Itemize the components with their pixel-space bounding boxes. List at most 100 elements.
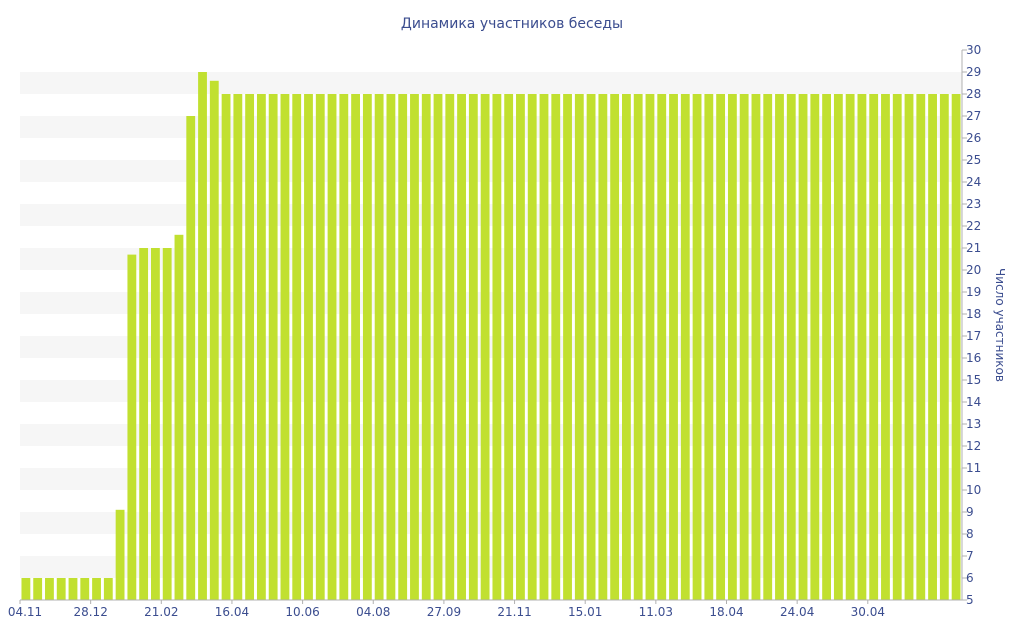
bar bbox=[680, 94, 690, 600]
bar bbox=[716, 94, 726, 600]
bar bbox=[551, 94, 561, 600]
x-tick-label: 10.06 bbox=[285, 605, 319, 619]
bar bbox=[527, 94, 537, 600]
y-tick-label: 12 bbox=[966, 439, 981, 453]
y-tick-label: 7 bbox=[966, 549, 974, 563]
bar bbox=[657, 94, 667, 600]
bar bbox=[198, 72, 207, 600]
bar bbox=[374, 94, 384, 600]
bar bbox=[92, 578, 101, 600]
y-tick-label: 15 bbox=[966, 373, 981, 387]
y-tick-label: 24 bbox=[966, 175, 981, 189]
bar bbox=[468, 94, 478, 600]
bar bbox=[139, 248, 149, 600]
bar bbox=[810, 94, 820, 600]
x-tick-labels: 04.11 28.12 21.02 16.04 10.06 04.08 27.09 21.11… bbox=[8, 600, 885, 619]
bar bbox=[33, 578, 43, 600]
grid-band bbox=[20, 116, 962, 138]
bar bbox=[692, 94, 702, 600]
bar bbox=[763, 94, 773, 600]
grid-band bbox=[20, 72, 962, 94]
y-tick-label: 11 bbox=[966, 461, 981, 475]
bar bbox=[739, 94, 749, 600]
x-tick-label: 28.12 bbox=[73, 605, 107, 619]
x-tick-label: 15.01 bbox=[568, 605, 602, 619]
bar bbox=[351, 94, 361, 600]
grid-bands bbox=[20, 72, 962, 578]
y-tick-label: 19 bbox=[966, 285, 981, 299]
x-tick-label: 30.04 bbox=[851, 605, 885, 619]
bar bbox=[162, 248, 172, 600]
y-tick-label: 17 bbox=[966, 329, 981, 343]
y-tick-label: 20 bbox=[966, 263, 981, 277]
bar bbox=[751, 94, 761, 600]
bar bbox=[398, 94, 408, 600]
bar bbox=[951, 94, 961, 600]
grid-band bbox=[20, 204, 962, 226]
x-tick-label: 21.02 bbox=[144, 605, 178, 619]
axes bbox=[20, 50, 963, 601]
bar bbox=[775, 94, 784, 600]
grid-band bbox=[20, 424, 962, 446]
chart-title: Динамика участников беседы bbox=[401, 16, 623, 32]
bar bbox=[339, 94, 349, 600]
bar bbox=[645, 94, 655, 600]
bar bbox=[410, 94, 419, 600]
bar bbox=[292, 94, 302, 600]
bar bbox=[939, 94, 949, 600]
y-axis-title: Число участников bbox=[993, 268, 1007, 382]
y-tick-label: 9 bbox=[966, 505, 974, 519]
bar bbox=[492, 94, 502, 600]
bar bbox=[845, 94, 855, 600]
bar bbox=[833, 94, 843, 600]
bar bbox=[892, 94, 902, 600]
x-tick-label: 27.09 bbox=[427, 605, 461, 619]
y-tick-label: 23 bbox=[966, 197, 981, 211]
bar bbox=[916, 94, 926, 600]
y-tick-label: 29 bbox=[966, 65, 981, 79]
bar bbox=[233, 94, 243, 600]
bar bbox=[127, 254, 137, 600]
bar bbox=[504, 94, 514, 600]
bar bbox=[386, 94, 396, 600]
bar bbox=[857, 94, 867, 600]
bar bbox=[881, 94, 890, 600]
bar bbox=[539, 94, 549, 600]
bar bbox=[822, 94, 832, 600]
grid-band bbox=[20, 292, 962, 314]
x-tick-label: 16.04 bbox=[215, 605, 249, 619]
y-tick-label: 25 bbox=[966, 153, 981, 167]
bar bbox=[103, 578, 113, 600]
x-tick-label: 11.03 bbox=[639, 605, 673, 619]
bar bbox=[209, 80, 219, 601]
bar bbox=[280, 94, 290, 600]
bar bbox=[421, 94, 431, 600]
y-tick-label: 30 bbox=[966, 43, 981, 57]
x-tick-label: 21.11 bbox=[497, 605, 531, 619]
bar bbox=[516, 94, 525, 600]
bar bbox=[610, 94, 620, 600]
bar bbox=[798, 94, 808, 600]
bar bbox=[304, 94, 313, 600]
bar bbox=[480, 94, 490, 600]
bar bbox=[150, 248, 160, 600]
x-tick-label: 04.08 bbox=[356, 605, 390, 619]
x-tick-label: 18.04 bbox=[709, 605, 743, 619]
bar bbox=[115, 509, 125, 600]
bar bbox=[586, 94, 596, 600]
bar bbox=[174, 234, 184, 601]
bar bbox=[457, 94, 466, 600]
bar bbox=[727, 94, 737, 600]
y-tick-label: 13 bbox=[966, 417, 981, 431]
bar-series bbox=[21, 72, 961, 601]
bar bbox=[669, 94, 678, 600]
bar bbox=[315, 94, 325, 600]
bar bbox=[869, 94, 879, 600]
bar bbox=[563, 94, 572, 600]
x-tick-label: 24.04 bbox=[780, 605, 814, 619]
bar bbox=[80, 578, 90, 600]
grid-band bbox=[20, 336, 962, 358]
bar bbox=[433, 94, 443, 600]
y-tick-label: 5 bbox=[966, 593, 974, 607]
